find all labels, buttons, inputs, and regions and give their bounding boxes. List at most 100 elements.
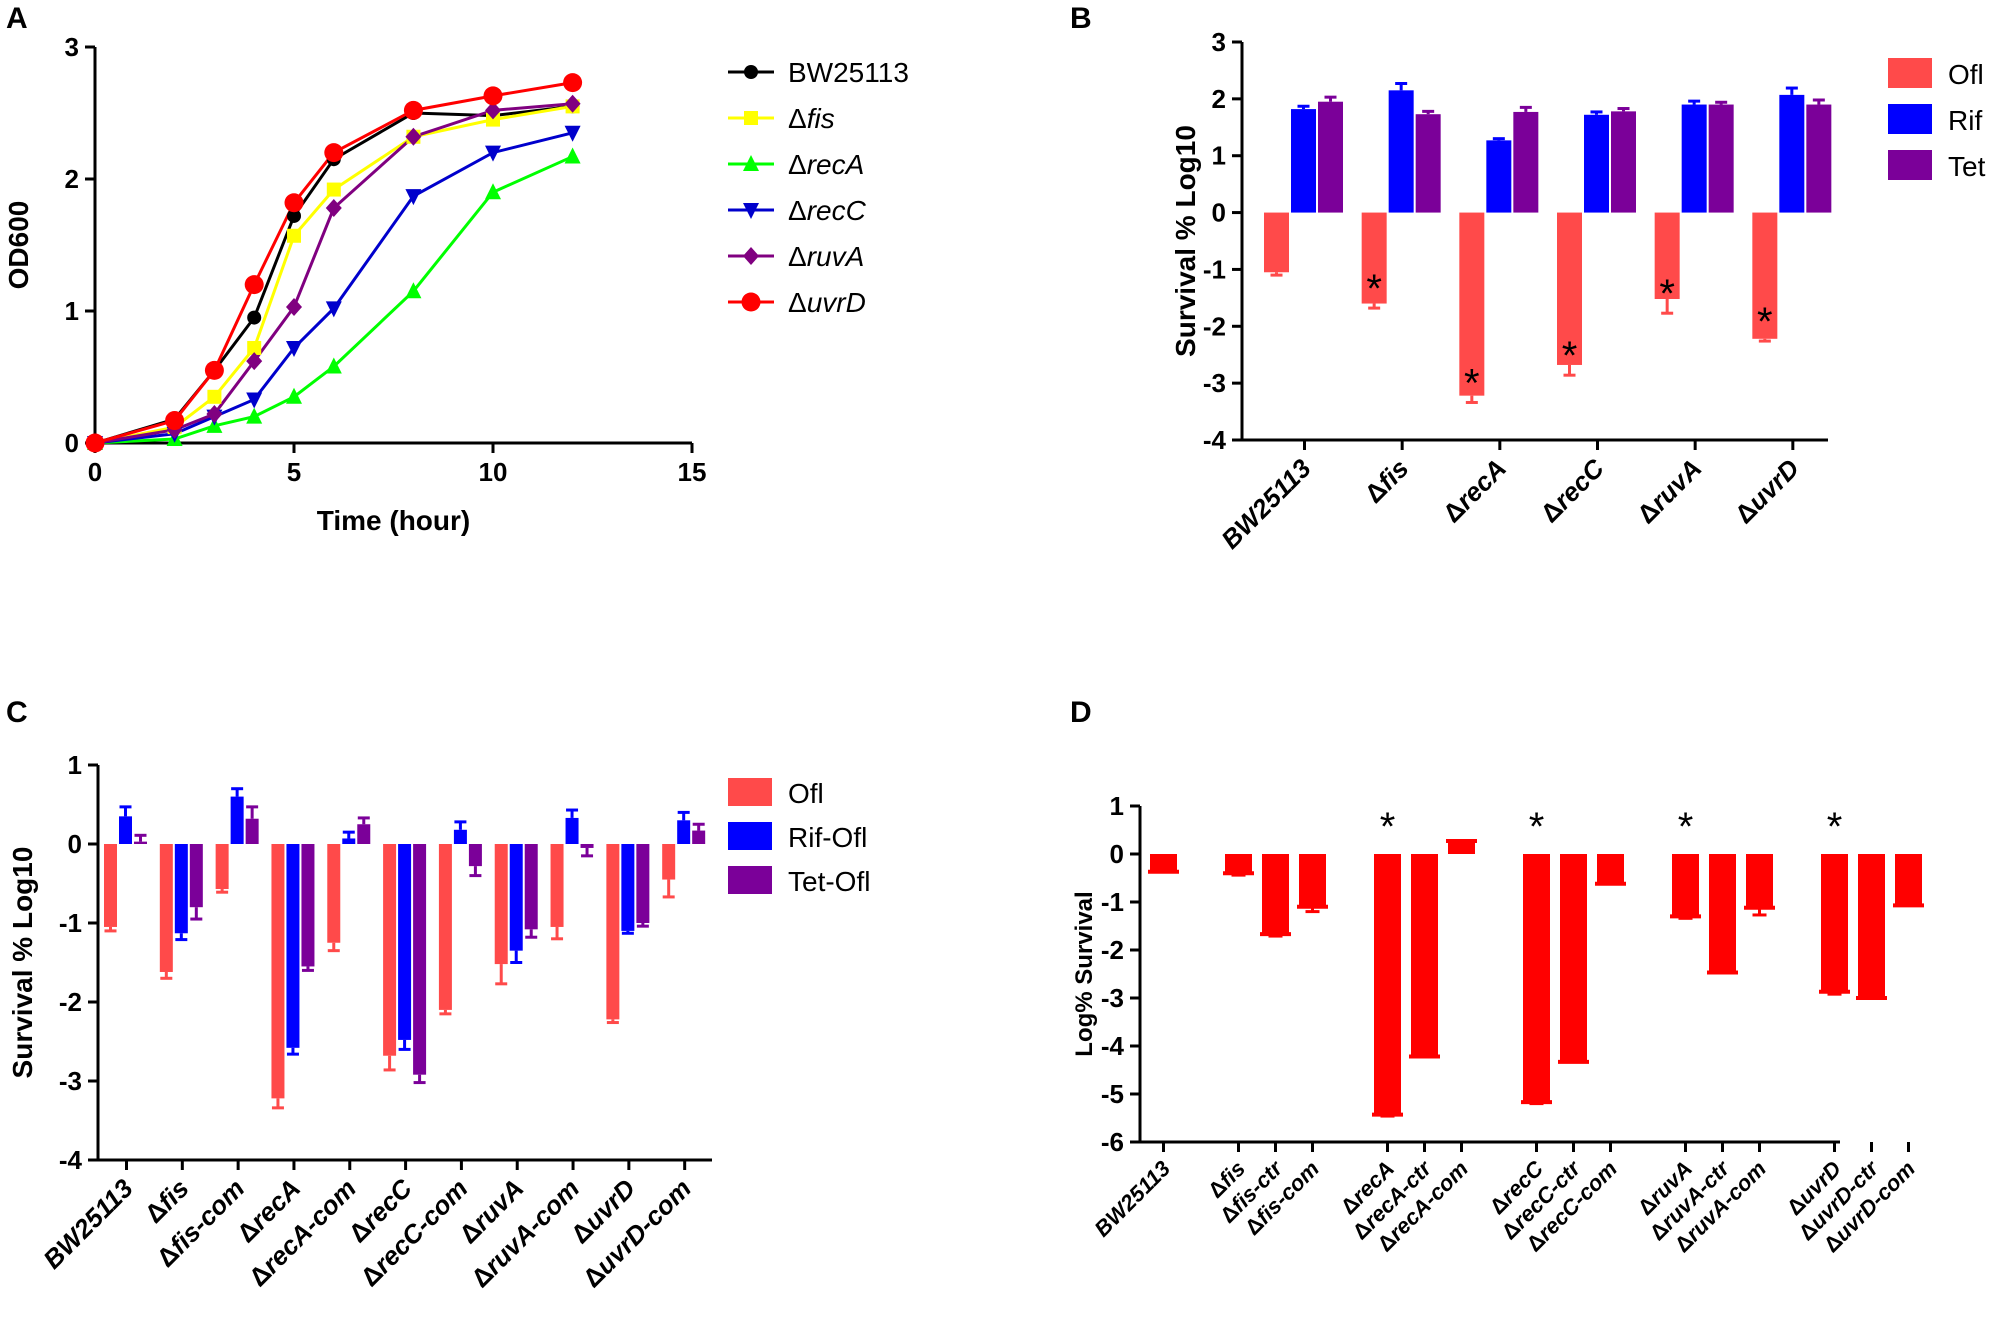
panel-c-bar-delta-uvrd-com-tet-ofl bbox=[692, 830, 706, 844]
panel-label-a: A bbox=[6, 2, 28, 35]
panel-a-legend-marker-delta-reca bbox=[743, 155, 759, 171]
panel-a-point-delta-uvrd bbox=[165, 411, 185, 431]
panel-c-bar-delta-ruva-com-ofl bbox=[550, 844, 564, 927]
panel-c-x-tick-label-bw25113: BW25113 bbox=[37, 1173, 139, 1275]
panel-a-point-delta-uvrd bbox=[403, 100, 423, 120]
panel-b-x-tick-label-bw25113: BW25113 bbox=[1215, 453, 1317, 555]
panel-b-legend-label-ofl: Ofl bbox=[1948, 59, 1984, 90]
panel-b-significance-delta-reca: * bbox=[1464, 361, 1480, 405]
panel-a-point-delta-ruva bbox=[564, 94, 581, 113]
panel-a-point-bw25113 bbox=[247, 310, 262, 325]
panel-c-bar-delta-fis-tet-ofl bbox=[189, 844, 203, 908]
panel-c-bar-delta-ruva-com-tet-ofl bbox=[580, 844, 594, 848]
panel-c-y-tick-label: 0 bbox=[68, 829, 82, 859]
panel-a-legend-label-delta-fis: Δfis bbox=[788, 103, 835, 134]
panel-d-bar-delta-recc-ctr bbox=[1560, 854, 1587, 1062]
panel-a-legend-label-bw25113: BW25113 bbox=[788, 57, 909, 88]
panel-b-x-tick-label-delta-reca: ΔrecA bbox=[1437, 453, 1512, 528]
panel-a-point-delta-uvrd bbox=[324, 143, 344, 163]
panel-c-legend-swatch-rif-ofl bbox=[728, 822, 772, 850]
panel-c-bar-delta-fis-com-tet-ofl bbox=[245, 818, 259, 844]
panel-b-legend-label-tet: Tet bbox=[1948, 151, 1986, 182]
panel-label-b: B bbox=[1070, 2, 1092, 35]
panel-a-y-tick-label: 0 bbox=[65, 428, 79, 458]
panel-b-y-tick-label: -2 bbox=[1203, 311, 1226, 341]
panel-c-bar-delta-fis-ofl bbox=[159, 844, 173, 972]
panel-a-point-delta-uvrd bbox=[204, 360, 224, 380]
panel-a-point-delta-uvrd bbox=[244, 275, 264, 295]
panel-d-bar-delta-recc-com bbox=[1597, 854, 1624, 884]
panel-d-bar-delta-ruva-ctr bbox=[1709, 854, 1736, 973]
panel-a-point-delta-uvrd bbox=[284, 193, 304, 213]
panel-b-bar-bw25113-rif bbox=[1291, 109, 1316, 213]
panel-d-bar-delta-fis-ctr bbox=[1262, 854, 1289, 935]
panel-b-legend-swatch-tet bbox=[1888, 150, 1932, 180]
panel-c-legend-label-ofl: Ofl bbox=[788, 778, 824, 809]
panel-b-bar-delta-recc-rif bbox=[1584, 114, 1609, 213]
panel-b-bar-delta-reca-rif bbox=[1486, 140, 1512, 213]
panel-b-y-tick-label: 1 bbox=[1212, 141, 1226, 171]
panel-d-y-tick-label: -2 bbox=[1101, 935, 1124, 965]
panel-a-point-bw25113 bbox=[287, 208, 301, 223]
panel-c-y-tick-label: -2 bbox=[59, 987, 82, 1017]
panel-c-bar-bw25113-tet-ofl bbox=[134, 841, 147, 844]
panel-d-bar-delta-ruva-com bbox=[1746, 854, 1773, 908]
panel-d-y-tick-label: -6 bbox=[1101, 1127, 1124, 1157]
panel-b-y-tick-label: -3 bbox=[1203, 368, 1226, 398]
panel-b-bar-delta-reca-tet bbox=[1513, 111, 1539, 213]
panel-b-bar-bw25113-tet bbox=[1318, 101, 1343, 213]
panel-c-bar-delta-recc-com-rif-ofl bbox=[453, 829, 467, 844]
panel-b-bar-delta-fis-rif bbox=[1388, 90, 1414, 213]
panel-b-x-tick-label-delta-fis: Δfis bbox=[1359, 453, 1415, 509]
panel-a-point-delta-reca bbox=[286, 387, 302, 404]
panel-c-bar-delta-reca-tet-ofl bbox=[301, 844, 315, 967]
panel-b-bar-delta-fis-tet bbox=[1415, 114, 1441, 213]
panel-a-point-delta-fis bbox=[287, 228, 301, 243]
panel-c-bar-delta-fis-rif-ofl bbox=[174, 844, 188, 934]
panel-d-bar-delta-uvrd-ctr bbox=[1858, 854, 1885, 998]
panel-c-y-tick-label: -3 bbox=[59, 1066, 82, 1096]
panel-a-x-tick-label: 15 bbox=[678, 457, 707, 487]
panel-label-d: D bbox=[1070, 696, 1092, 729]
panel-c-bar-delta-reca-rif-ofl bbox=[286, 844, 300, 1048]
panel-d-bar-delta-uvrd bbox=[1821, 854, 1848, 992]
panel-a-legend-marker-delta-recc bbox=[743, 203, 759, 219]
panel-a-point-delta-ruva bbox=[206, 404, 223, 423]
panel-c-bar-delta-reca-com-tet-ofl bbox=[357, 824, 371, 844]
panel-c-bar-delta-reca-com-rif-ofl bbox=[342, 838, 356, 844]
panel-c-bar-delta-uvrd-com-ofl bbox=[662, 844, 676, 880]
panel-c-bar-delta-recc-rif-ofl bbox=[398, 844, 412, 1040]
panel-b-y-tick-label: -4 bbox=[1203, 425, 1227, 455]
panel-c-bar-delta-ruva-tet-ofl bbox=[524, 844, 538, 930]
panel-a-point-delta-recc bbox=[246, 392, 263, 409]
panel-b-bar-delta-reca-ofl bbox=[1459, 212, 1485, 396]
panel-b-bar-delta-recc-ofl bbox=[1557, 212, 1582, 365]
panel-a-point-delta-recc bbox=[564, 125, 581, 142]
panel-b-significance-delta-uvrd: * bbox=[1757, 300, 1773, 344]
panel-a-point-delta-fis bbox=[207, 389, 222, 404]
panel-a-x-tick-label: 0 bbox=[88, 457, 102, 487]
panel-b-x-tick-label-delta-uvrd: ΔuvrD bbox=[1729, 453, 1805, 529]
panel-b-bar-delta-ruva-ofl bbox=[1654, 212, 1680, 299]
panel-b-bar-delta-uvrd-tet bbox=[1806, 104, 1832, 213]
panel-b-x-tick-label-delta-ruva: ΔruvA bbox=[1631, 453, 1707, 529]
panel-a-point-delta-fis bbox=[326, 182, 341, 197]
panel-b-legend-swatch-rif bbox=[1888, 104, 1932, 134]
panel-c-bar-delta-recc-tet-ofl bbox=[413, 844, 427, 1075]
panel-a-line-chart: 0 1 2 3 0 5 10 15 Time (hour) OD600 BW25113 Δfis Δre… bbox=[3, 32, 909, 536]
panel-c-bar-delta-reca-ofl bbox=[271, 844, 285, 1099]
panel-a-point-delta-recc bbox=[485, 145, 501, 162]
panel-a-legend-marker-delta-uvrd bbox=[741, 292, 761, 312]
panel-c-bar-delta-recc-ofl bbox=[383, 844, 397, 1056]
panel-d-x-tick-label-bw25113: BW25113 bbox=[1089, 1156, 1175, 1242]
panel-d-significance-delta-reca: * bbox=[1380, 805, 1396, 849]
panel-b-bar-delta-uvrd-ofl bbox=[1752, 212, 1778, 339]
panel-d-bar-delta-recc bbox=[1523, 854, 1550, 1103]
panel-a-point-delta-ruva bbox=[485, 101, 501, 120]
panel-b-significance-delta-fis: * bbox=[1366, 267, 1382, 311]
panel-a-x-axis-title: Time (hour) bbox=[317, 505, 470, 536]
panel-a-y-tick-label: 2 bbox=[65, 164, 79, 194]
panel-b-y-tick-label: -1 bbox=[1203, 254, 1226, 284]
